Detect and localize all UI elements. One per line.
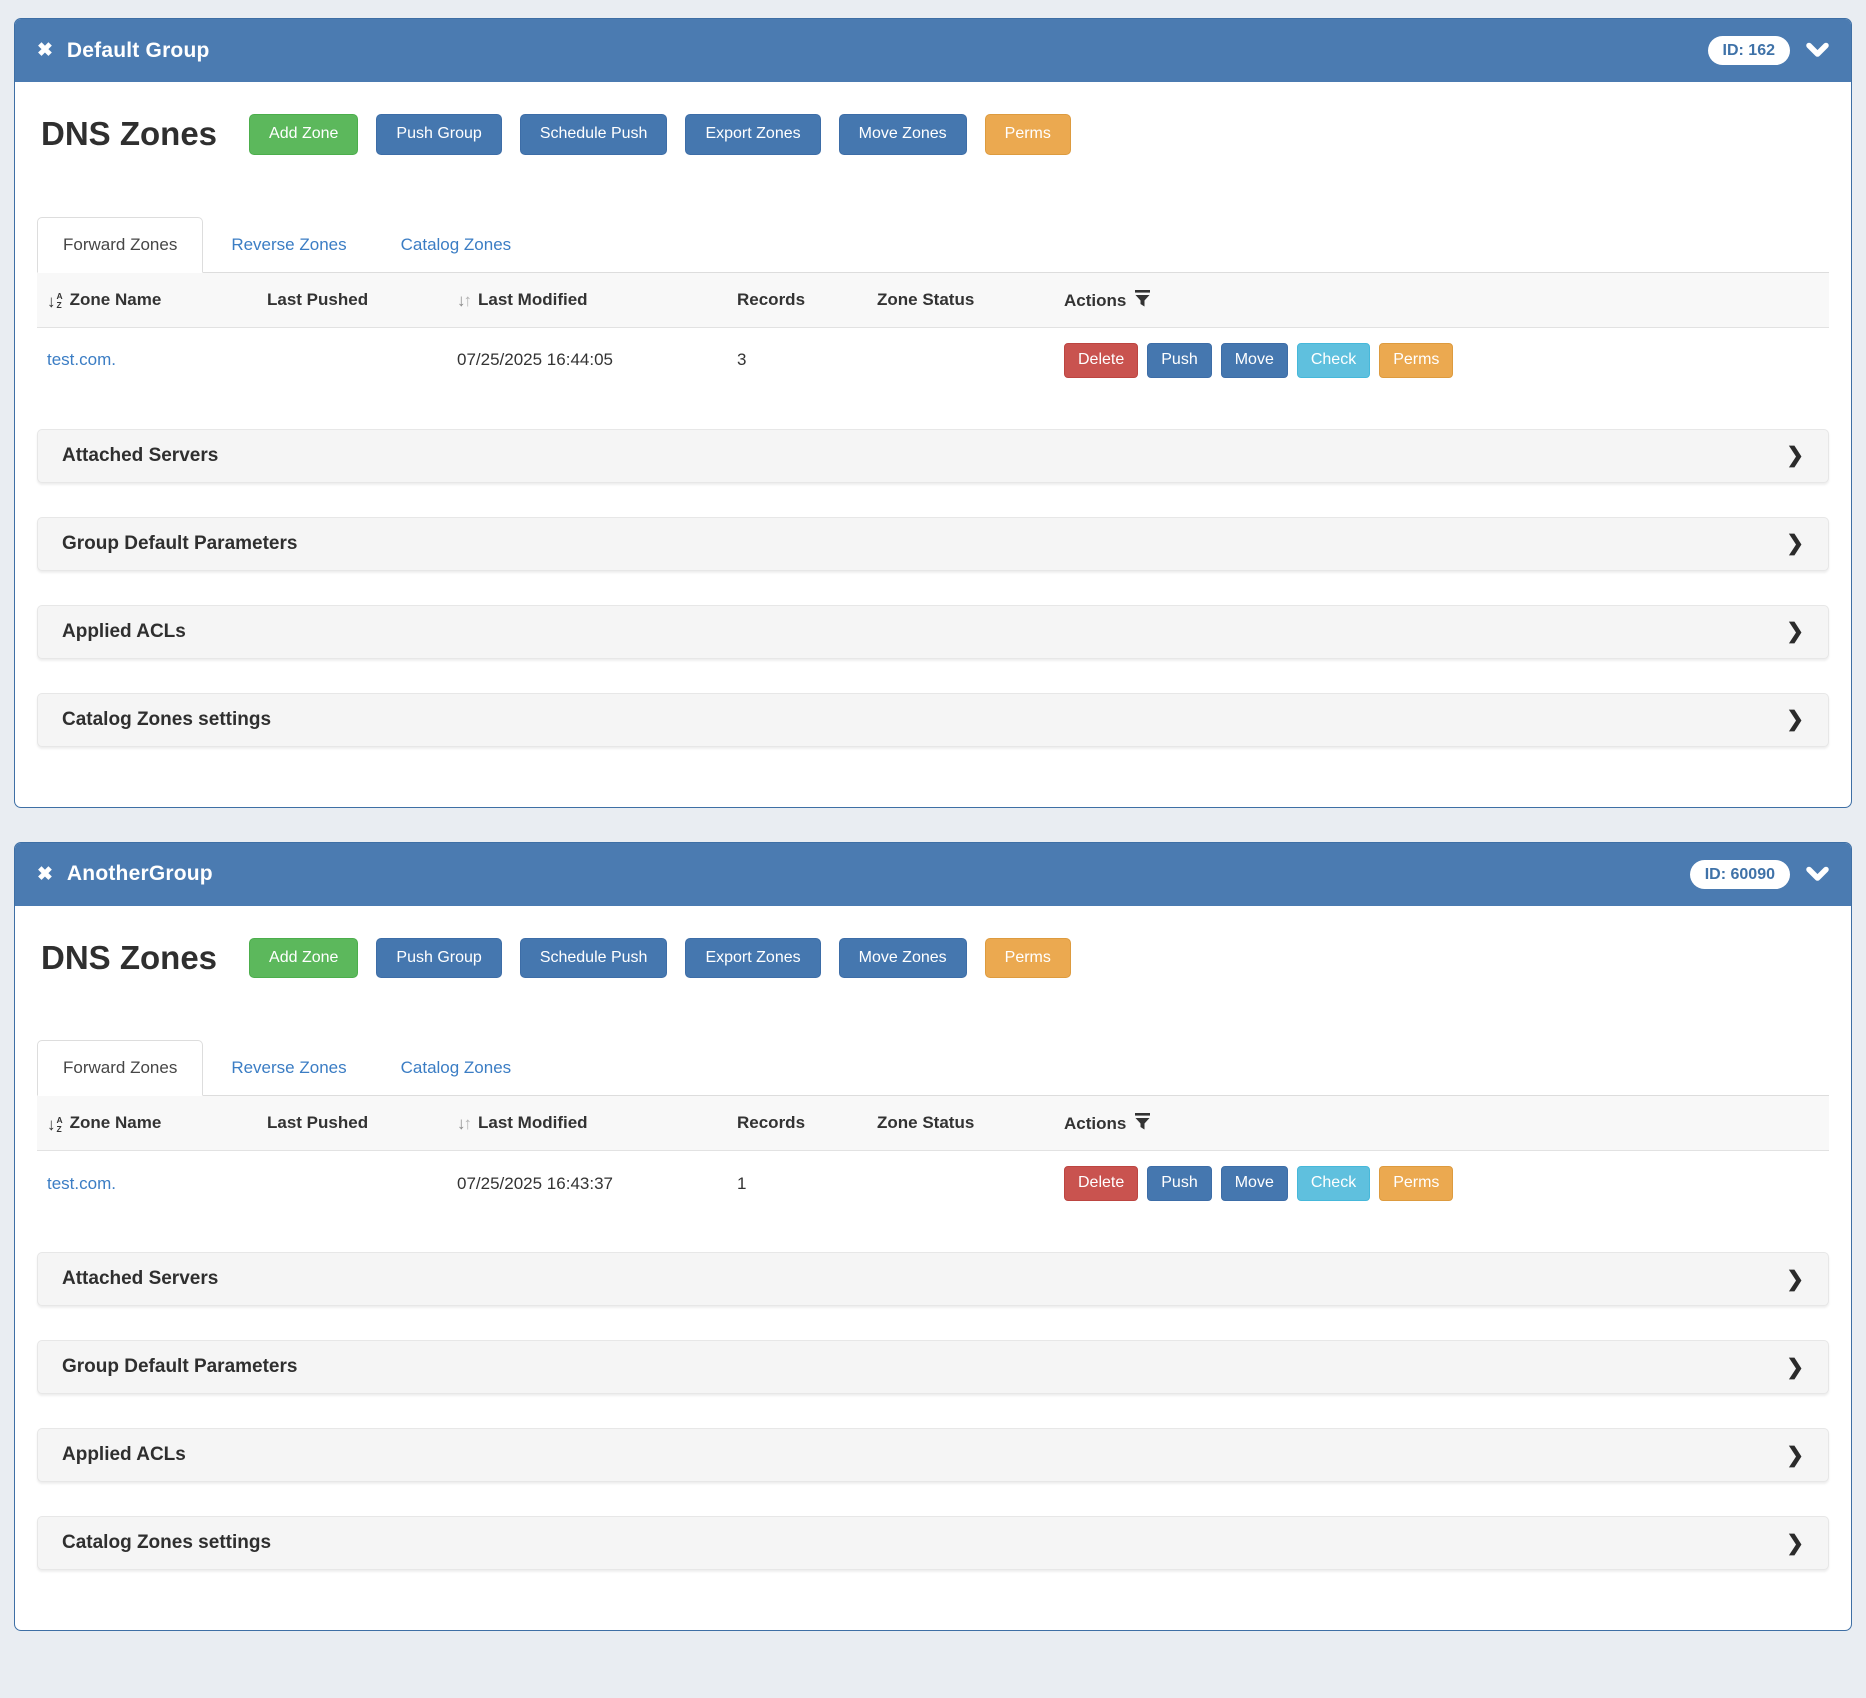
check-button[interactable]: Check [1296,342,1371,378]
chevron-right-icon: ❯ [1786,444,1804,468]
last-pushed-cell [257,1151,447,1216]
zone-name-link[interactable]: test.com. [47,1173,116,1193]
group-panel-default: ✖ Default Group ID: 162 DNS Zones Add Zo… [14,18,1852,808]
move-zones-button[interactable]: Move Zones [838,937,967,979]
chevron-down-icon[interactable] [1806,42,1829,59]
group-header: ✖ AnotherGroup ID: 60090 [15,842,1851,906]
accordion-catalog-zones-settings[interactable]: Catalog Zones settings ❯ [37,692,1829,747]
col-actions: Actions [1054,1096,1829,1152]
tab-forward-zones[interactable]: Forward Zones [37,216,204,273]
accordion-attached-servers[interactable]: Attached Servers ❯ [37,1252,1829,1307]
sort-updown-icon: ↓ ↑ [457,290,472,310]
chevron-right-icon: ❯ [1786,532,1804,556]
push-button[interactable]: Push [1147,1166,1212,1202]
group-title: AnotherGroup [66,862,213,886]
add-zone-button[interactable]: Add Zone [249,114,359,155]
chevron-right-icon: ❯ [1786,708,1804,732]
col-zone-status: Zone Status [867,1096,1054,1152]
table-row: test.com. 07/25/2025 16:44:05 3 Delete P… [37,327,1829,392]
zone-status-cell [867,1151,1054,1216]
dns-zones-heading: DNS Zones [41,115,218,153]
col-last-modified[interactable]: ↓ ↑ Last Modified [447,272,727,328]
chevron-right-icon: ❯ [1786,620,1804,644]
close-icon[interactable]: ✖ [37,863,53,885]
schedule-push-button[interactable]: Schedule Push [519,114,668,155]
row-perms-button[interactable]: Perms [1379,1166,1454,1202]
col-last-modified[interactable]: ↓ ↑ Last Modified [447,1096,727,1152]
table-row: test.com. 07/25/2025 16:43:37 1 Delete P… [37,1151,1829,1216]
table-header-row: ↓ A Z Zone Name Last Pushed ↓ ↑ Last Modified… [37,1096,1829,1152]
perms-button[interactable]: Perms [984,937,1071,979]
chevron-right-icon: ❯ [1786,1531,1804,1555]
delete-button[interactable]: Delete [1064,342,1139,378]
tab-forward-zones[interactable]: Forward Zones [37,1040,204,1097]
col-zone-status: Zone Status [867,272,1054,328]
delete-button[interactable]: Delete [1064,1166,1139,1202]
group-body: DNS Zones Add Zone Push Group Schedule P… [15,82,1851,807]
col-records: Records [727,272,867,328]
chevron-down-icon[interactable] [1806,866,1829,883]
records-cell: 3 [737,350,747,370]
schedule-push-button[interactable]: Schedule Push [519,937,668,979]
accordion-group-default-parameters[interactable]: Group Default Parameters ❯ [37,1340,1829,1395]
table-header-row: ↓ A Z Zone Name Last Pushed ↓ ↑ Last Modified… [37,272,1829,328]
group-header: ✖ Default Group ID: 162 [15,19,1851,82]
zone-name-link[interactable]: test.com. [47,350,116,370]
last-modified-cell: 07/25/2025 16:43:37 [457,1173,613,1193]
export-zones-button[interactable]: Export Zones [685,114,821,155]
last-pushed-cell [257,327,447,392]
records-cell: 1 [737,1173,747,1193]
accordion-applied-acls[interactable]: Applied ACLs ❯ [37,1428,1829,1483]
chevron-right-icon: ❯ [1786,1443,1804,1467]
accordion-attached-servers[interactable]: Attached Servers ❯ [37,428,1829,483]
zone-tabs: Forward Zones Reverse Zones Catalog Zone… [37,216,1829,273]
move-button[interactable]: Move [1220,342,1288,378]
col-zone-name[interactable]: ↓ A Z Zone Name [37,272,257,328]
filter-icon[interactable] [1134,1112,1151,1131]
sort-alpha-down-icon: ↓ A Z [47,1114,63,1135]
accordion-applied-acls[interactable]: Applied ACLs ❯ [37,604,1829,659]
group-id-badge: ID: 60090 [1689,859,1790,889]
col-actions: Actions [1054,272,1829,328]
tab-catalog-zones[interactable]: Catalog Zones [400,234,512,254]
accordion-list: Attached Servers ❯ Group Default Paramet… [37,428,1829,747]
zones-table: ↓ A Z Zone Name Last Pushed ↓ ↑ Last Modified… [37,272,1829,393]
group-body: DNS Zones Add Zone Push Group Schedule P… [15,906,1851,1631]
dns-zones-heading: DNS Zones [41,938,218,976]
page: ✖ Default Group ID: 162 DNS Zones Add Zo… [14,18,1852,1632]
tab-reverse-zones[interactable]: Reverse Zones [231,234,347,254]
push-button[interactable]: Push [1147,342,1212,378]
accordion-list: Attached Servers ❯ Group Default Paramet… [37,1252,1829,1571]
col-last-pushed: Last Pushed [257,1096,447,1152]
check-button[interactable]: Check [1296,1166,1371,1202]
perms-button[interactable]: Perms [984,114,1071,155]
col-last-pushed: Last Pushed [257,272,447,328]
add-zone-button[interactable]: Add Zone [249,937,359,979]
push-group-button[interactable]: Push Group [376,937,502,979]
zone-tabs: Forward Zones Reverse Zones Catalog Zone… [37,1040,1829,1097]
zones-table: ↓ A Z Zone Name Last Pushed ↓ ↑ Last Modified… [37,1096,1829,1216]
push-group-button[interactable]: Push Group [376,114,502,155]
last-modified-cell: 07/25/2025 16:44:05 [457,350,613,370]
row-perms-button[interactable]: Perms [1379,342,1454,378]
export-zones-button[interactable]: Export Zones [685,937,821,979]
move-button[interactable]: Move [1220,1166,1288,1202]
chevron-right-icon: ❯ [1786,1355,1804,1379]
filter-icon[interactable] [1134,289,1151,308]
close-icon[interactable]: ✖ [37,40,53,61]
zone-status-cell [867,327,1054,392]
accordion-catalog-zones-settings[interactable]: Catalog Zones settings ❯ [37,1516,1829,1571]
col-zone-name[interactable]: ↓ A Z Zone Name [37,1096,257,1152]
group-id-badge: ID: 162 [1707,35,1790,66]
sort-alpha-down-icon: ↓ A Z [47,291,63,311]
group-title: Default Group [66,38,210,62]
tab-reverse-zones[interactable]: Reverse Zones [231,1058,347,1078]
group-panel-anothergroup: ✖ AnotherGroup ID: 60090 DNS Zones Add Z… [14,841,1852,1632]
accordion-group-default-parameters[interactable]: Group Default Parameters ❯ [37,516,1829,571]
sort-updown-icon: ↓ ↑ [457,1114,472,1134]
tab-catalog-zones[interactable]: Catalog Zones [400,1058,512,1078]
move-zones-button[interactable]: Move Zones [838,114,967,155]
chevron-right-icon: ❯ [1786,1267,1804,1291]
col-records: Records [727,1096,867,1152]
